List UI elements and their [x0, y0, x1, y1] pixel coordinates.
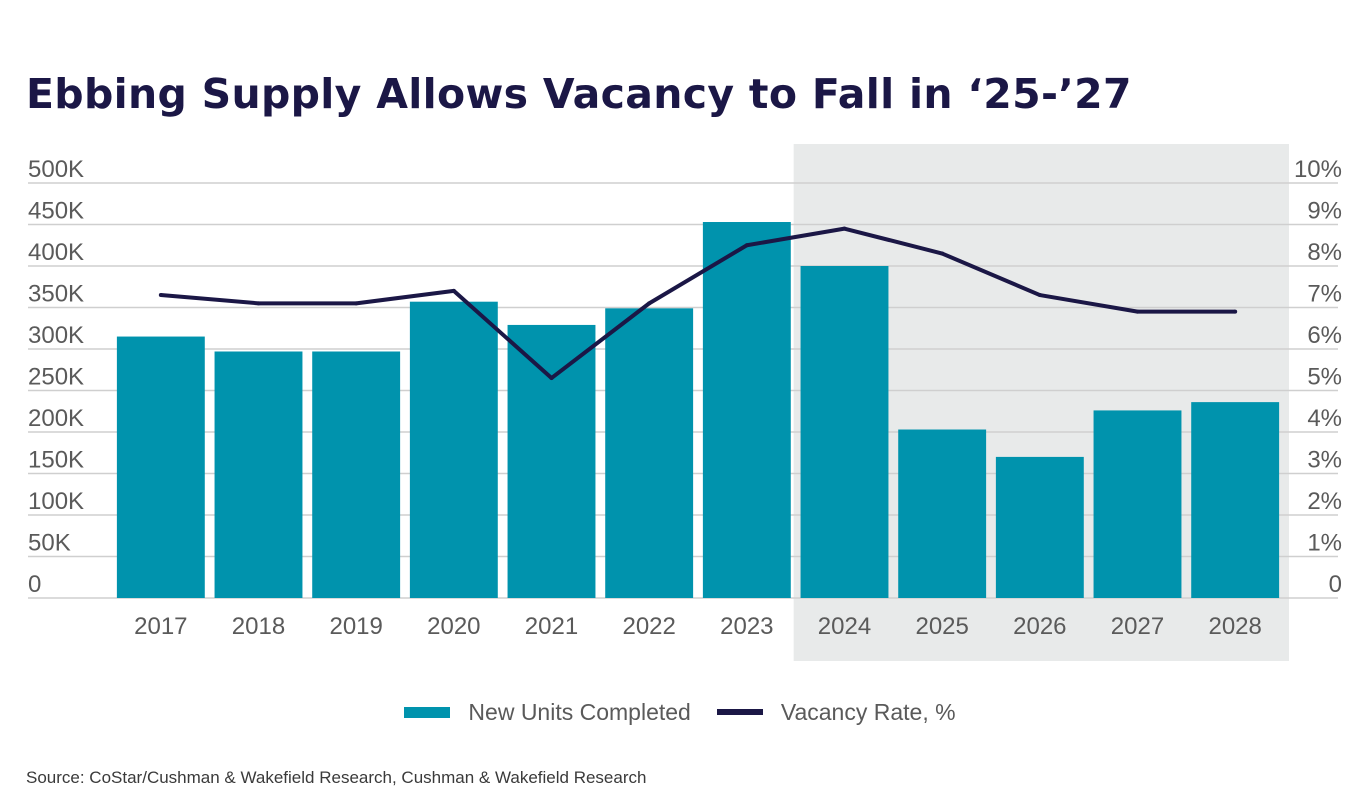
- x-tick-label: 2022: [622, 613, 675, 640]
- vacancy-point-2024: [842, 226, 847, 231]
- vacancy-point-2025: [940, 251, 945, 256]
- left-tick-label: 100K: [28, 488, 84, 515]
- vacancy-point-2026: [1037, 293, 1042, 298]
- right-tick-label: 6%: [1307, 322, 1342, 349]
- vacancy-point-2020: [451, 288, 456, 293]
- x-tick-label: 2024: [818, 613, 871, 640]
- legend-swatch-bar: [404, 706, 451, 718]
- x-tick-label: 2026: [1013, 613, 1066, 640]
- left-tick-label: 0: [28, 571, 41, 598]
- left-tick-label: 150K: [28, 447, 84, 474]
- bar-2026: [995, 456, 1084, 598]
- source-note: Source: CoStar/Cushman & Wakefield Resea…: [26, 768, 647, 787]
- bars-new-units: [116, 222, 1280, 598]
- bar-2017: [116, 336, 205, 598]
- left-tick-label: 450K: [28, 198, 84, 225]
- left-tick-label: 500K: [28, 156, 84, 183]
- legend-label-vacancy: Vacancy Rate, %: [780, 698, 956, 725]
- legend: New Units Completed Vacancy Rate, %: [0, 697, 1360, 727]
- vacancy-point-2023: [744, 243, 749, 248]
- bar-2028: [1191, 402, 1280, 598]
- x-tick-label: 2025: [915, 613, 968, 640]
- right-tick-label: 9%: [1307, 198, 1342, 225]
- vacancy-point-2018: [256, 301, 261, 306]
- vacancy-point-2019: [354, 301, 359, 306]
- right-tick-label: 3%: [1307, 447, 1342, 474]
- x-tick-label: 2017: [134, 613, 187, 640]
- legend-label-new-units: New Units Completed: [468, 698, 691, 725]
- bar-2025: [898, 429, 987, 598]
- vacancy-point-2028: [1233, 309, 1238, 314]
- bar-2019: [312, 351, 401, 598]
- x-tick-label: 2021: [525, 613, 578, 640]
- left-tick-label: 400K: [28, 239, 84, 266]
- left-axis-ticks: 0 50K 100K 150K 200K 250K 300K 350K 400K 450K 500K: [28, 156, 84, 598]
- left-tick-label: 300K: [28, 322, 84, 349]
- left-tick-label: 50K: [28, 530, 71, 557]
- legend-swatch-line: [716, 709, 763, 715]
- right-tick-label: 2%: [1307, 488, 1342, 515]
- bar-2022: [605, 308, 694, 598]
- x-axis-ticks: 2017 2018 2019 2020 2021 2022 2023 2024 2025 2026…: [134, 613, 1262, 640]
- right-tick-label: 8%: [1307, 239, 1342, 266]
- right-tick-label: 10%: [1294, 156, 1342, 183]
- right-tick-label: 1%: [1307, 530, 1342, 557]
- vacancy-point-2027: [1135, 309, 1140, 314]
- right-tick-label: 5%: [1307, 364, 1342, 391]
- right-tick-label: 0: [1329, 571, 1342, 598]
- left-tick-label: 250K: [28, 364, 84, 391]
- right-axis-ticks: 0 1% 2% 3% 4% 5% 6% 7% 8% 9% 10%: [1294, 156, 1342, 598]
- x-tick-label: 2023: [720, 613, 773, 640]
- x-tick-label: 2027: [1111, 613, 1164, 640]
- vacancy-point-2017: [158, 293, 163, 298]
- right-tick-label: 4%: [1307, 405, 1342, 432]
- line-vacancy: [158, 226, 1238, 381]
- right-tick-label: 7%: [1307, 281, 1342, 308]
- bar-2020: [409, 301, 498, 598]
- bar-2018: [214, 351, 303, 598]
- combo-chart: 0 50K 100K 150K 200K 250K 300K 350K 400K 450K 500K…: [28, 144, 1342, 661]
- left-tick-label: 350K: [28, 281, 84, 308]
- legend-item-vacancy: Vacancy Rate, %: [716, 698, 956, 726]
- bar-2021: [507, 324, 596, 598]
- x-tick-label: 2018: [232, 613, 285, 640]
- x-tick-label: 2028: [1208, 613, 1261, 640]
- bar-2023: [702, 222, 791, 598]
- vacancy-point-2022: [647, 301, 652, 306]
- bar-2027: [1093, 410, 1182, 598]
- vacancy-point-2021: [549, 376, 554, 381]
- bar-2024: [800, 266, 889, 598]
- legend-item-new-units: New Units Completed: [404, 698, 691, 726]
- x-tick-label: 2020: [427, 613, 480, 640]
- chart-title: Ebbing Supply Allows Vacancy to Fall in …: [26, 70, 1132, 118]
- x-tick-label: 2019: [329, 613, 382, 640]
- vacancy-line: [160, 226, 1236, 381]
- left-tick-label: 200K: [28, 405, 84, 432]
